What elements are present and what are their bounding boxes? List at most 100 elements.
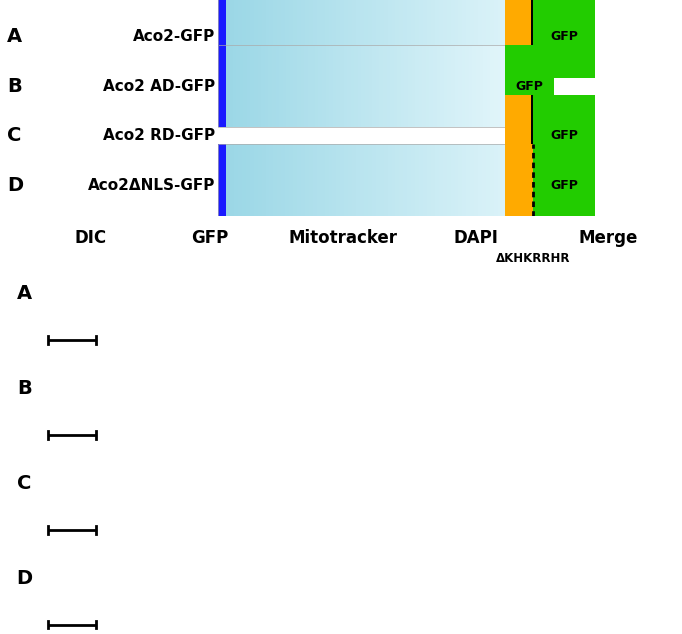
Text: D: D xyxy=(16,569,33,588)
Bar xyxy=(514,145,518,226)
Bar xyxy=(447,0,451,77)
Bar xyxy=(384,0,387,77)
Bar xyxy=(439,0,443,77)
Bar xyxy=(494,0,498,77)
Bar xyxy=(349,145,352,226)
Bar xyxy=(233,45,236,127)
Bar xyxy=(230,0,234,77)
Bar xyxy=(218,0,226,77)
Bar xyxy=(490,0,494,77)
Bar xyxy=(451,0,455,77)
Bar xyxy=(441,45,444,127)
Bar xyxy=(258,145,262,226)
Bar xyxy=(265,0,269,77)
Bar xyxy=(326,45,329,127)
Bar xyxy=(358,45,361,127)
Bar xyxy=(486,0,490,77)
Bar xyxy=(498,145,502,226)
Bar xyxy=(289,145,293,226)
Text: GFP: GFP xyxy=(550,179,578,192)
Bar xyxy=(361,45,365,127)
Bar xyxy=(329,0,332,77)
Bar xyxy=(364,145,368,226)
Bar xyxy=(352,0,356,77)
Bar xyxy=(247,45,250,127)
Bar xyxy=(396,145,400,226)
Bar xyxy=(411,45,415,127)
Bar xyxy=(476,45,479,127)
Bar xyxy=(451,45,454,127)
Bar xyxy=(285,145,289,226)
Bar xyxy=(313,145,316,226)
Text: C: C xyxy=(7,126,21,145)
Bar xyxy=(443,145,447,226)
Bar xyxy=(360,145,364,226)
Bar xyxy=(293,145,297,226)
Bar xyxy=(431,145,435,226)
Bar xyxy=(250,145,254,226)
Bar xyxy=(242,0,246,77)
Bar xyxy=(372,145,376,226)
Bar xyxy=(351,45,355,127)
Bar xyxy=(419,45,422,127)
Bar xyxy=(250,45,254,127)
Bar xyxy=(498,45,501,127)
Bar xyxy=(282,45,286,127)
Bar xyxy=(332,0,336,77)
Bar xyxy=(501,45,505,127)
Bar xyxy=(423,145,427,226)
Bar xyxy=(238,145,242,226)
Bar xyxy=(505,45,554,127)
Bar xyxy=(336,0,340,77)
Bar xyxy=(372,45,376,127)
Bar xyxy=(309,145,313,226)
Bar xyxy=(218,145,222,226)
Bar xyxy=(478,145,482,226)
Bar xyxy=(311,45,315,127)
Bar xyxy=(387,145,391,226)
Bar xyxy=(250,0,254,77)
Bar xyxy=(218,45,505,127)
Bar xyxy=(278,0,281,77)
Bar xyxy=(218,45,226,127)
Bar xyxy=(391,145,396,226)
Bar xyxy=(368,45,372,127)
Bar xyxy=(376,45,379,127)
Bar xyxy=(297,45,301,127)
Bar xyxy=(273,145,278,226)
Bar xyxy=(316,145,321,226)
Bar xyxy=(333,45,336,127)
Bar xyxy=(340,145,344,226)
Bar xyxy=(365,45,368,127)
Text: ΔKHKRRHR: ΔKHKRRHR xyxy=(496,252,571,265)
Bar xyxy=(487,45,490,127)
Bar xyxy=(286,45,290,127)
Bar xyxy=(279,45,282,127)
Bar xyxy=(474,0,478,77)
Bar xyxy=(502,0,506,77)
Text: GFP: GFP xyxy=(516,80,543,93)
Bar xyxy=(234,145,238,226)
Bar xyxy=(246,0,250,77)
Bar xyxy=(394,45,397,127)
Bar xyxy=(336,45,340,127)
Bar xyxy=(240,45,243,127)
Bar xyxy=(293,45,297,127)
Bar xyxy=(376,145,380,226)
Bar xyxy=(411,0,415,77)
Bar xyxy=(415,45,419,127)
Bar xyxy=(482,145,486,226)
Bar xyxy=(301,45,304,127)
Bar xyxy=(218,145,533,226)
Bar xyxy=(506,145,509,226)
Bar xyxy=(533,145,595,226)
Bar xyxy=(403,0,407,77)
Bar xyxy=(522,145,525,226)
Bar xyxy=(325,145,329,226)
Bar xyxy=(226,0,230,77)
Bar xyxy=(415,145,419,226)
Bar xyxy=(234,0,238,77)
Text: Aco2 AD-GFP: Aco2 AD-GFP xyxy=(103,79,215,94)
Bar xyxy=(222,45,225,127)
Bar xyxy=(368,145,372,226)
